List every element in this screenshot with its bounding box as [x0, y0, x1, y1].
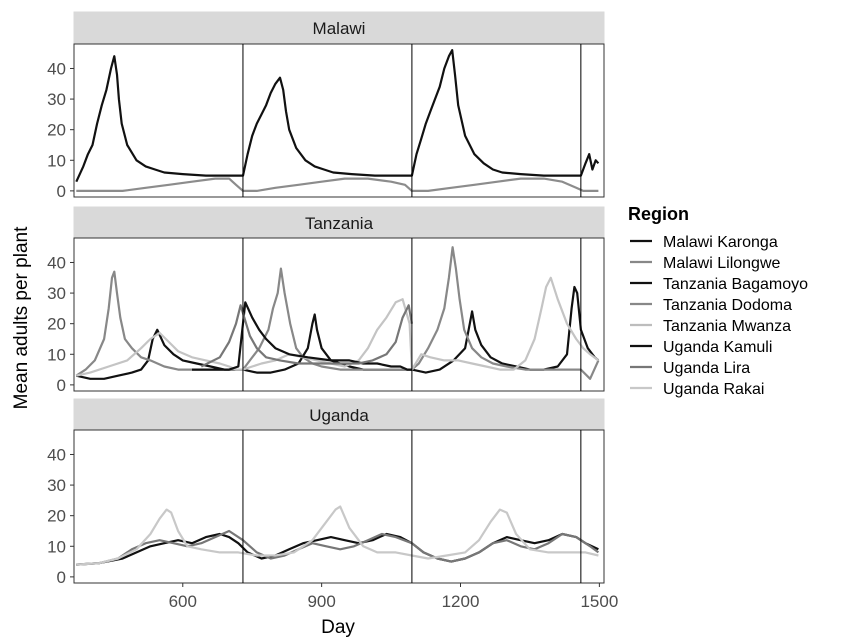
strip-label-tanzania: Tanzania [305, 214, 374, 233]
legend-label: Tanzania Bagamoyo [663, 276, 808, 293]
panel-uganda: Uganda 0 10 20 30 40 [47, 398, 605, 587]
y-tick-label: 10 [47, 537, 66, 556]
y-tick-label: 20 [47, 121, 66, 140]
series-group [75, 48, 600, 192]
panel-malawi: Malawi 0 10 20 30 40 [47, 11, 605, 201]
y-tick-label: 40 [47, 59, 66, 78]
legend-label: Tanzania Mwanza [663, 318, 791, 335]
series-line-malawi-karonga [75, 48, 600, 183]
strip-malawi [73, 11, 605, 45]
series-line-uganda-lira [76, 529, 600, 566]
x-tick-label: 900 [307, 592, 335, 611]
legend-label: Uganda Kamuli [663, 339, 772, 356]
x-tick-label: 600 [169, 592, 197, 611]
y-tick-label: 30 [47, 476, 66, 495]
y-tick-label: 0 [57, 568, 66, 587]
series-line-uganda-kamuli [192, 301, 412, 371]
y-tick-label: 40 [47, 445, 66, 464]
panels-group: Malawi 0 10 20 30 40 Tanzania 0 10 20 30 40 Uganda 0 1… [47, 11, 605, 587]
strip-uganda [73, 398, 605, 431]
series-line-uganda-lira [200, 304, 413, 368]
x-tick-label: 1200 [442, 592, 480, 611]
series-line-uganda-rakai [76, 505, 599, 566]
y-tick-label: 20 [47, 315, 66, 334]
series-line-malawi-lilongwe [76, 177, 599, 192]
legend-label: Uganda Lira [663, 360, 750, 377]
strip-label-uganda: Uganda [309, 406, 369, 425]
legend: Region Malawi Karonga Malawi Lilongwe Tanz… [628, 204, 808, 398]
series-group [76, 505, 600, 566]
legend-label: Malawi Lilongwe [663, 255, 780, 272]
y-tick-label: 30 [47, 284, 66, 303]
panel-tanzania: Tanzania 0 10 20 30 40 [47, 206, 605, 395]
y-tick-label: 0 [57, 182, 66, 201]
y-tick-label: 40 [47, 253, 66, 272]
x-axis: 600 900 1200 1500 [169, 583, 618, 611]
x-tick-label: 1500 [580, 592, 618, 611]
y-tick-label: 30 [47, 90, 66, 109]
series-line-uganda-kamuli [76, 532, 599, 566]
y-tick-label: 0 [57, 376, 66, 395]
y-tick-label: 10 [47, 151, 66, 170]
x-axis-title: Day [321, 617, 355, 638]
legend-items: Malawi Karonga Malawi Lilongwe Tanzania Ba… [630, 234, 808, 398]
legend-title: Region [628, 204, 689, 224]
legend-label: Malawi Karonga [663, 234, 778, 251]
legend-label: Tanzania Dodoma [663, 297, 792, 314]
y-axis-title: Mean adults per plant [11, 226, 32, 409]
y-tick-label: 20 [47, 507, 66, 526]
y-tick-label: 10 [47, 345, 66, 364]
series-line-tanzania-mwanza [76, 276, 600, 377]
series-line-tanzania-dodoma [75, 246, 600, 380]
series-group [75, 246, 600, 380]
strip-label-malawi: Malawi [313, 19, 366, 38]
legend-label: Uganda Rakai [663, 381, 764, 398]
